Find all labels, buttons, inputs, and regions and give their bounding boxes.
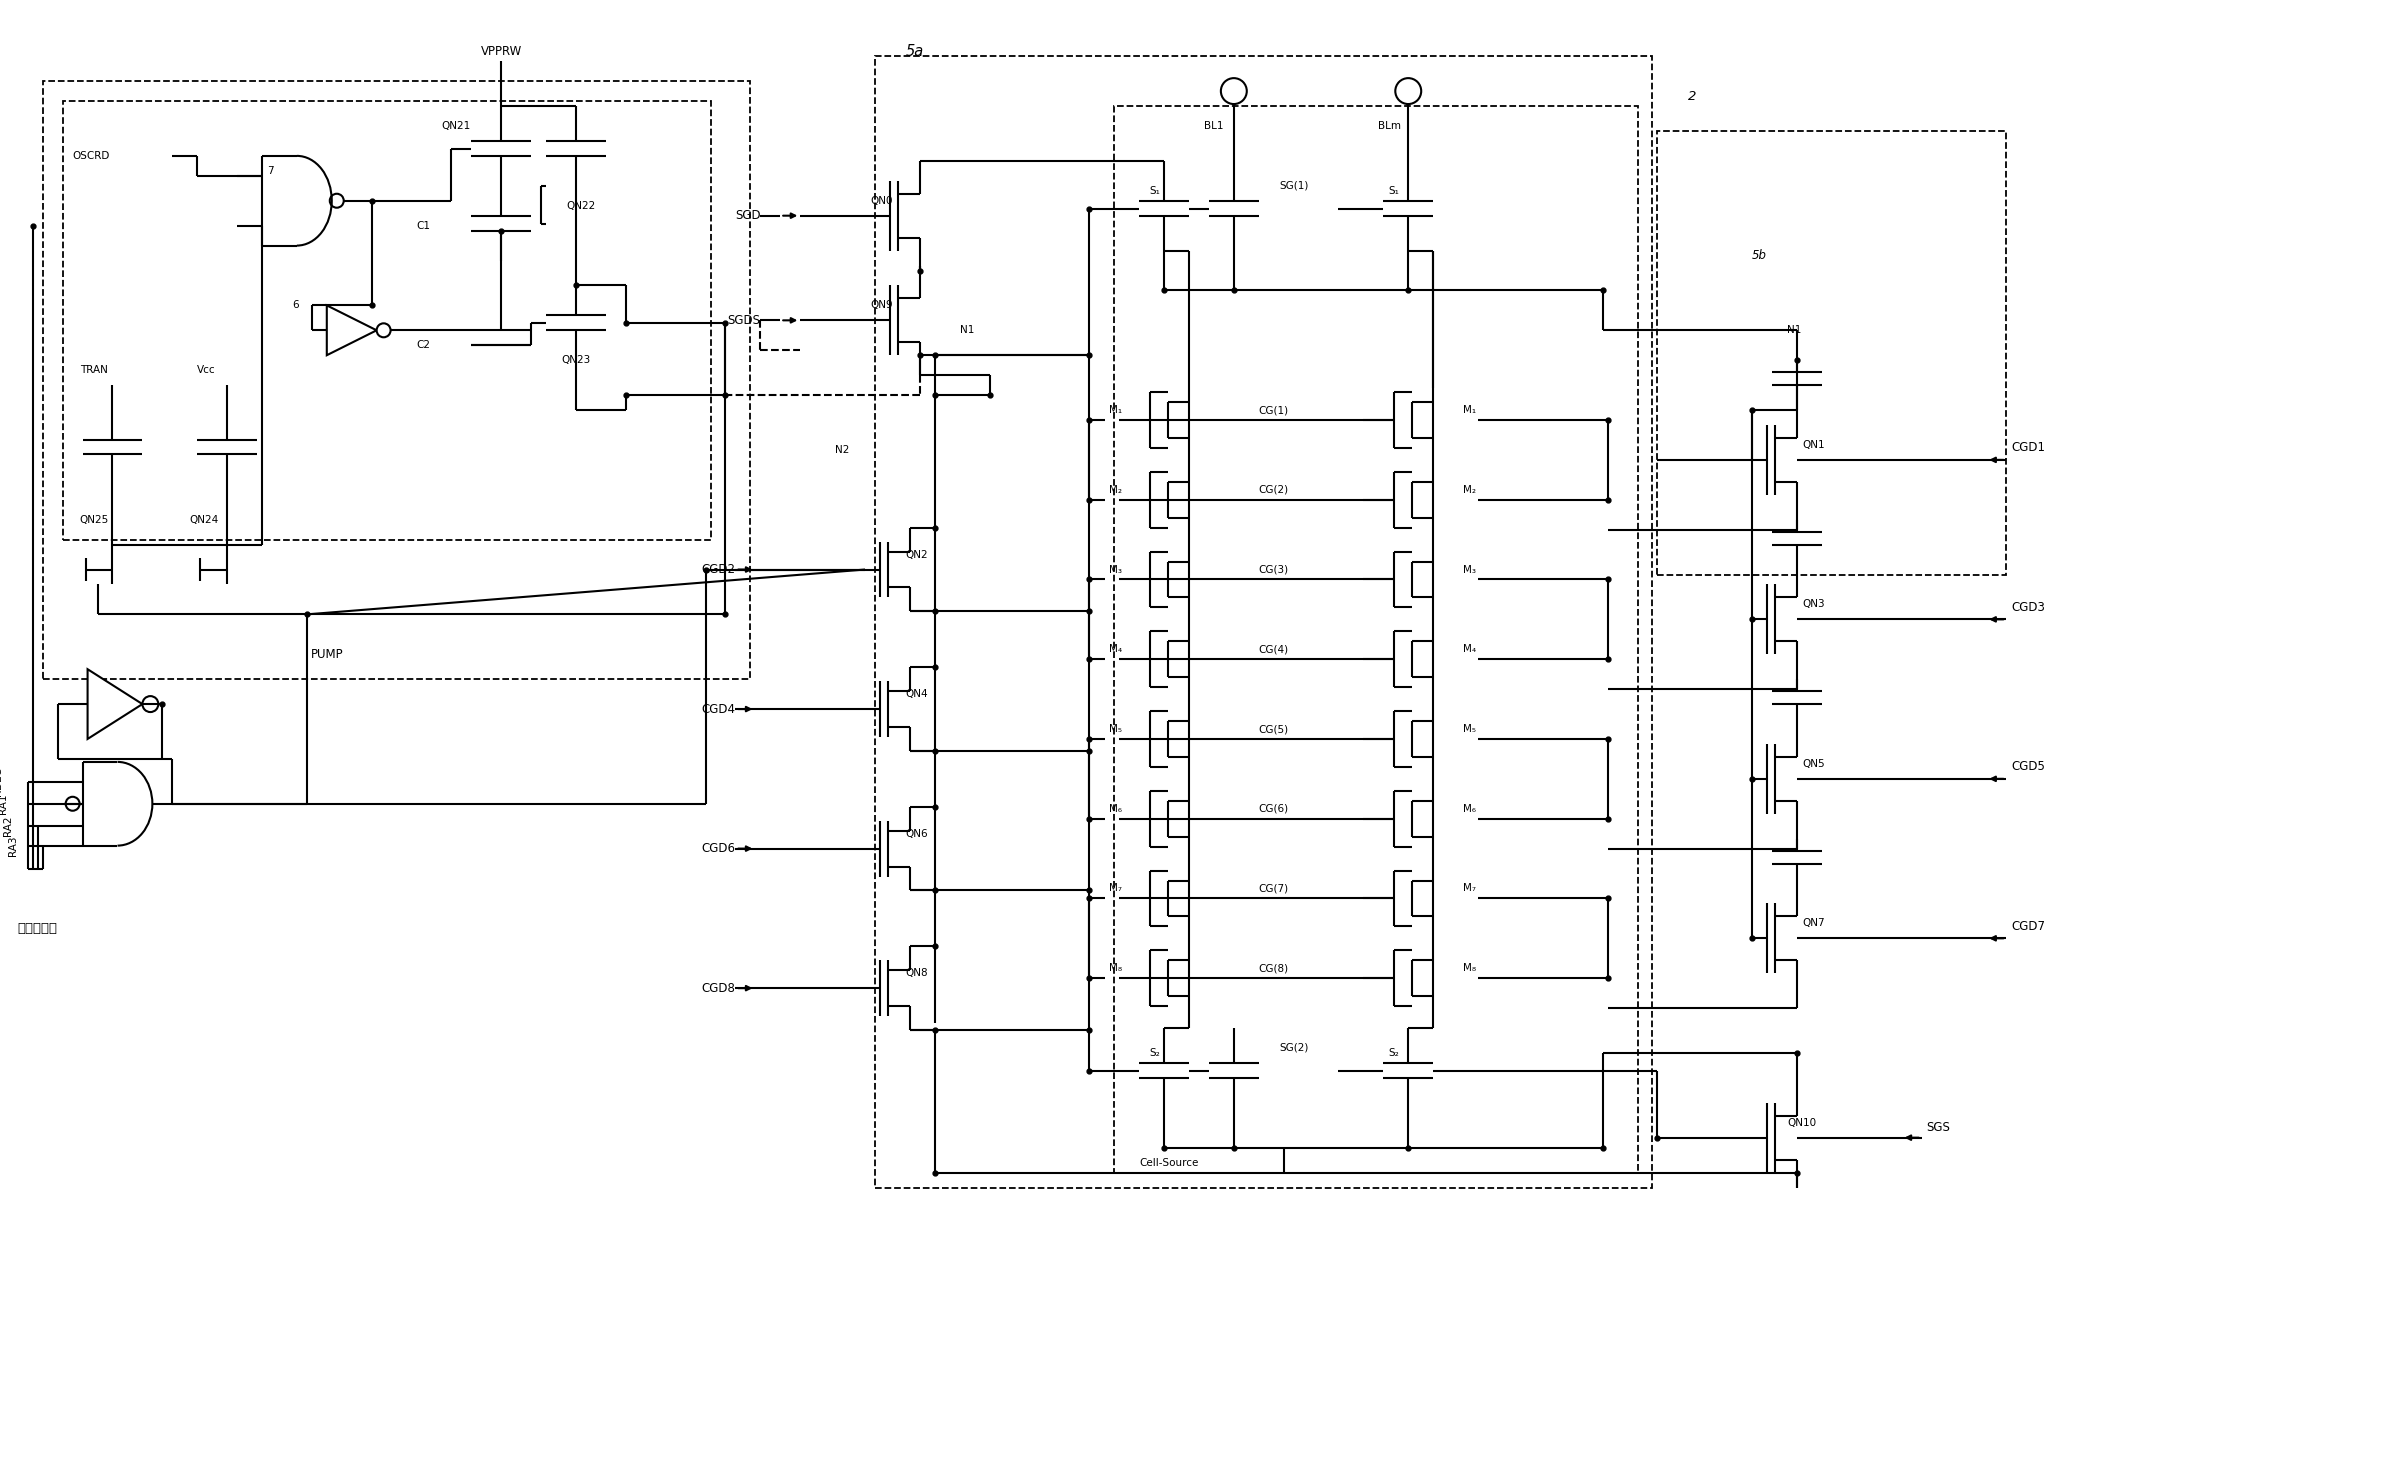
- Text: CG(7): CG(7): [1260, 884, 1289, 893]
- Text: SGDS: SGDS: [728, 314, 760, 327]
- Text: CGD7: CGD7: [2012, 919, 2046, 932]
- Text: QN22: QN22: [565, 201, 596, 210]
- Text: RA3: RA3: [7, 836, 17, 856]
- Text: SG(2): SG(2): [1279, 1043, 1308, 1053]
- Text: 5a: 5a: [906, 44, 923, 58]
- Text: M₂: M₂: [1464, 484, 1476, 495]
- Bar: [43, 82, 750, 680]
- Text: S₂: S₂: [1149, 1048, 1159, 1058]
- Text: M₈: M₈: [1464, 963, 1476, 973]
- Text: CG(4): CG(4): [1260, 645, 1289, 654]
- Text: BL1: BL1: [1204, 121, 1224, 131]
- Text: 5b: 5b: [1753, 249, 1767, 263]
- Text: C1: C1: [416, 220, 430, 231]
- Text: M₄: M₄: [1464, 645, 1476, 654]
- Text: 6: 6: [291, 301, 298, 311]
- Text: QN6: QN6: [904, 829, 928, 839]
- Text: M₅: M₅: [1108, 724, 1123, 734]
- Text: N2: N2: [834, 445, 849, 455]
- Text: QN24: QN24: [190, 515, 219, 525]
- Text: M₁: M₁: [1464, 406, 1476, 414]
- Text: M₁: M₁: [1108, 406, 1123, 414]
- Polygon shape: [327, 305, 377, 355]
- Text: QN10: QN10: [1786, 1118, 1815, 1128]
- Text: QN1: QN1: [1803, 441, 1825, 449]
- Text: S₁: S₁: [1390, 185, 1399, 196]
- Text: CGD6: CGD6: [702, 842, 736, 855]
- Text: CGD1: CGD1: [2012, 442, 2046, 454]
- Text: Vcc: Vcc: [197, 365, 216, 375]
- Text: Cell-Source: Cell-Source: [1139, 1157, 1200, 1167]
- Text: CG(6): CG(6): [1260, 804, 1289, 814]
- Text: M₈: M₈: [1108, 963, 1123, 973]
- Text: CG(3): CG(3): [1260, 565, 1289, 575]
- Text: CG(5): CG(5): [1260, 724, 1289, 734]
- Text: 2: 2: [1688, 89, 1697, 102]
- Polygon shape: [87, 670, 142, 738]
- Text: SGD: SGD: [736, 209, 760, 222]
- Text: CGD2: CGD2: [702, 563, 736, 576]
- Text: QN4: QN4: [904, 689, 928, 699]
- Text: M₄: M₄: [1108, 645, 1123, 654]
- Text: QN9: QN9: [870, 301, 892, 311]
- Text: CG(8): CG(8): [1260, 963, 1289, 973]
- Text: 7: 7: [267, 166, 274, 177]
- Text: M₃: M₃: [1108, 565, 1123, 575]
- Text: QN7: QN7: [1803, 918, 1825, 928]
- Bar: [1656, 131, 2007, 575]
- Text: QN0: QN0: [870, 196, 892, 206]
- Text: CG(1): CG(1): [1260, 406, 1289, 414]
- Text: CGD4: CGD4: [702, 703, 736, 715]
- Text: S₁: S₁: [1149, 185, 1161, 196]
- Text: S₂: S₂: [1390, 1048, 1399, 1058]
- Text: N1: N1: [959, 325, 974, 336]
- Text: PUMP: PUMP: [310, 648, 344, 661]
- Text: OSCRD: OSCRD: [72, 150, 111, 160]
- Text: SGS: SGS: [1926, 1121, 1950, 1134]
- Text: M₇: M₇: [1108, 884, 1123, 893]
- Text: QN8: QN8: [904, 969, 928, 978]
- Text: RA1: RA1: [0, 794, 7, 814]
- Text: QN2: QN2: [904, 550, 928, 560]
- Text: QN25: QN25: [79, 515, 108, 525]
- Text: QN5: QN5: [1803, 759, 1825, 769]
- Text: VPPRW: VPPRW: [481, 45, 522, 58]
- Bar: [63, 101, 712, 540]
- Text: M₆: M₆: [1108, 804, 1123, 814]
- Text: QN3: QN3: [1803, 600, 1825, 610]
- Text: M₇: M₇: [1464, 884, 1476, 893]
- Text: M₆: M₆: [1464, 804, 1476, 814]
- Text: QN23: QN23: [560, 355, 591, 365]
- Text: M₃: M₃: [1464, 565, 1476, 575]
- Text: CGD3: CGD3: [2012, 601, 2046, 614]
- Text: RA2: RA2: [2, 816, 12, 836]
- Text: SG(1): SG(1): [1279, 181, 1308, 191]
- Bar: [875, 57, 1652, 1188]
- Text: M₅: M₅: [1464, 724, 1476, 734]
- Text: C2: C2: [416, 340, 430, 350]
- Text: CG(2): CG(2): [1260, 484, 1289, 495]
- Text: TRAN: TRAN: [79, 365, 108, 375]
- Text: CGD5: CGD5: [2012, 760, 2046, 773]
- Bar: [1113, 107, 1637, 1173]
- Text: 块地址信号: 块地址信号: [17, 922, 58, 935]
- Text: N1: N1: [1786, 325, 1801, 336]
- Text: CGD8: CGD8: [702, 982, 736, 995]
- Text: QN21: QN21: [442, 121, 471, 131]
- Text: RDEC: RDEC: [0, 767, 2, 797]
- Text: M₂: M₂: [1108, 484, 1123, 495]
- Text: BLm: BLm: [1377, 121, 1402, 131]
